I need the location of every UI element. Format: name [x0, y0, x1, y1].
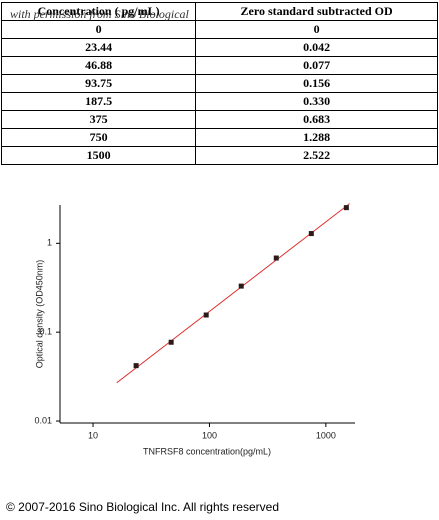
table-row: 93.75 0.156: [0, 74, 438, 93]
data-point: [133, 363, 139, 369]
y-axis-label: Optical density (OD450nm): [34, 260, 44, 369]
x-tick-label: 1000: [316, 430, 336, 440]
y-tick-label: 0.01: [34, 415, 52, 425]
standard-table: Concentration ( pg/mL) with permission fr…: [0, 2, 438, 165]
data-point: [168, 339, 174, 345]
y-tick-label: 1: [47, 238, 52, 248]
fit-line: [116, 203, 350, 384]
copyright: © 2007-2016 Sino Biological Inc. All rig…: [6, 500, 279, 514]
table-cell: 0.156: [195, 74, 438, 93]
data-point: [308, 231, 314, 237]
table-row: 1500 2.522: [0, 146, 438, 165]
header-text: Concentration ( pg/mL): [37, 4, 160, 18]
table-cell: 1500: [0, 146, 197, 165]
watermark: with permission from Sino Biological: [10, 7, 189, 21]
data-point: [203, 312, 209, 318]
x-tick-label: 100: [202, 430, 217, 440]
y-tick-label: 0.1: [39, 327, 52, 337]
header-cell: Zero standard subtracted OD: [195, 2, 438, 21]
data-point: [238, 283, 244, 289]
x-axis-label: TNFRSF8 concentration(pg/mL): [143, 446, 271, 456]
table-cell: 2.522: [195, 146, 438, 165]
header-row: Concentration ( pg/mL) with permission fr…: [0, 2, 438, 21]
x-tick-label: 10: [88, 430, 98, 440]
data-point: [343, 205, 349, 211]
table-row: 187.5 0.330: [0, 92, 438, 111]
table-row: 750 1.288: [0, 128, 438, 147]
table-cell: 375: [0, 110, 197, 129]
header-cell: Concentration ( pg/mL) with permission fr…: [0, 2, 197, 21]
table-cell: 46.88: [0, 56, 197, 75]
table-cell: 23.44: [0, 38, 197, 57]
data-point: [273, 255, 279, 261]
